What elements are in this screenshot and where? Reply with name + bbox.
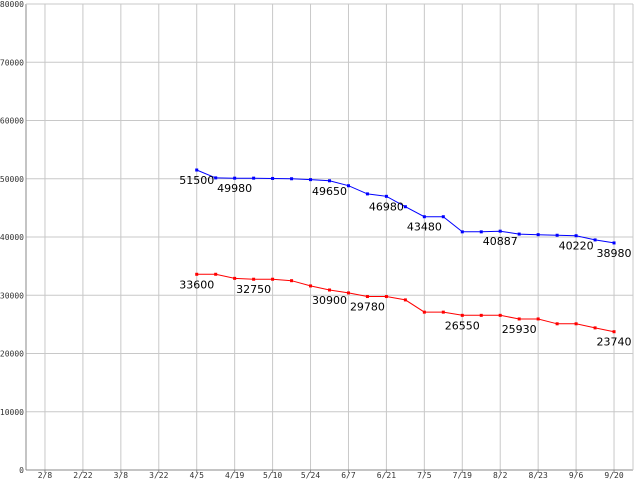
gridlines: [26, 3, 633, 470]
series-1-data-label: 46980: [369, 200, 404, 213]
series-1-data-label: 49980: [217, 182, 252, 195]
y-tick-label: 20000: [0, 350, 24, 359]
series-1-point: [612, 241, 616, 245]
series-1-point: [252, 176, 256, 180]
series-2-point: [309, 284, 313, 288]
series-2-point: [498, 313, 502, 317]
series-1-point: [593, 238, 597, 242]
series-1-data-label: 51500: [179, 174, 214, 187]
series-2-point: [384, 295, 388, 299]
series-1-point: [574, 234, 578, 238]
series-2-data-label: 26550: [445, 319, 480, 332]
series-1-point: [384, 194, 388, 198]
series-2-point: [214, 272, 218, 276]
x-tick-label: 8/2: [493, 471, 508, 480]
series-2-point: [441, 310, 445, 314]
series-2-point: [460, 313, 464, 317]
series-1-data-label: 40220: [559, 240, 594, 253]
series-1-point: [271, 176, 275, 180]
x-tick-label: 3/22: [149, 471, 168, 480]
series-1-point: [290, 177, 294, 181]
x-tick-label: 9/6: [569, 471, 584, 480]
series-1-point: [555, 233, 559, 237]
series-2-data-label: 23740: [597, 336, 632, 349]
series-2-data-label: 30900: [312, 294, 347, 307]
x-tick-label: 2/8: [38, 471, 53, 480]
x-tick-label: 5/24: [301, 471, 320, 480]
y-tick-label: 50000: [0, 175, 24, 184]
x-tick-label: 9/20: [604, 471, 623, 480]
series-2-point: [593, 326, 597, 330]
series-2-point: [365, 295, 369, 299]
x-tick-label: 7/19: [453, 471, 472, 480]
series-1-point: [422, 215, 426, 219]
series-2-point: [328, 288, 331, 292]
series-2-point: [574, 322, 578, 326]
series-2-point: [555, 322, 559, 326]
series-2-point: [479, 313, 483, 317]
series-2-point: [195, 272, 199, 276]
y-tick-label: 0: [19, 466, 24, 475]
x-tick-label: 4/5: [189, 471, 204, 480]
series-2-point: [252, 277, 256, 281]
series-layer: [195, 168, 616, 334]
series-1-point: [479, 230, 483, 234]
series-1-data-label: 49650: [312, 185, 347, 198]
series-2-point: [422, 310, 426, 314]
series-1-point: [233, 176, 237, 180]
y-tick-label: 40000: [0, 233, 24, 242]
series-2-data-label: 32750: [236, 283, 271, 296]
series-1-data-label: 43480: [407, 221, 442, 234]
series-1-point: [441, 215, 445, 219]
series-2-point: [536, 317, 540, 321]
series-2-point: [233, 276, 237, 280]
series-2-point: [290, 279, 294, 283]
x-tick-label: 2/22: [73, 471, 92, 480]
series-1-point: [460, 230, 464, 234]
x-tick-label: 7/5: [417, 471, 432, 480]
series-1-point: [309, 178, 313, 182]
y-tick-label: 10000: [0, 408, 24, 417]
series-1-point: [536, 233, 540, 237]
x-tick-label: 8/23: [529, 471, 548, 480]
series-2-data-label: 25930: [502, 323, 537, 336]
x-tick-label: 6/7: [341, 471, 356, 480]
x-tick-label: 5/10: [263, 471, 282, 480]
series-1-point: [346, 184, 350, 188]
series-2-point: [517, 317, 521, 321]
series-2-point: [612, 330, 616, 334]
series-2-point: [403, 298, 407, 302]
series-1-point: [214, 176, 218, 180]
series-1-point: [195, 168, 199, 172]
x-tick-label: 4/19: [225, 471, 244, 480]
series-2-data-label: 33600: [179, 278, 214, 291]
y-tick-label: 60000: [0, 117, 24, 126]
series-2-data-label: 29780: [350, 301, 385, 314]
series-1-point: [328, 179, 331, 183]
y-tick-label: 30000: [0, 291, 24, 300]
series-1-point: [365, 192, 369, 196]
x-tick-label: 3/8: [114, 471, 129, 480]
series-1-point: [403, 205, 407, 209]
series-1-point: [517, 232, 521, 236]
series-2-point: [271, 277, 275, 281]
y-tick-label: 80000: [0, 0, 24, 9]
x-tick-label: 6/21: [377, 471, 396, 480]
y-tick-label: 70000: [0, 58, 24, 67]
series-1-data-label: 38980: [597, 247, 632, 260]
series-1-point: [498, 229, 502, 233]
series-2-point: [346, 291, 350, 295]
series-1-data-label: 40887: [483, 235, 518, 248]
